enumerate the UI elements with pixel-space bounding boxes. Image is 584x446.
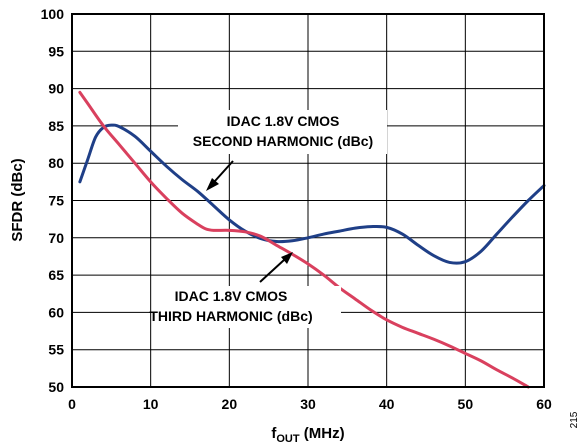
y-tick-label: 85 — [48, 118, 64, 134]
arrow-third-shaft — [259, 259, 285, 283]
y-tick-label: 90 — [48, 81, 64, 97]
x-axis-title-subscript: OUT — [276, 433, 300, 445]
y-tick-label: 75 — [48, 193, 64, 209]
arrow-second-shaft — [214, 160, 234, 182]
series-lines — [78, 90, 546, 389]
x-axis-title-unit: (MHz) — [300, 425, 345, 442]
y-tick-label: 80 — [48, 155, 64, 171]
x-tick-label: 10 — [143, 396, 159, 412]
x-axis-title: fOUT (MHz) — [271, 425, 344, 445]
annotation-second-background — [178, 110, 387, 154]
y-axis-title: SFDR (dBc) — [9, 158, 26, 241]
grid-lines — [71, 13, 545, 388]
annotation-third-line2: THIRD HARMONIC (dBc) — [149, 308, 312, 324]
tick-labels: 0 10 20 30 40 50 60 50 55 60 65 70 75 80 85 90 95 100 — [41, 6, 552, 412]
annotation-second-line1: IDAC 1.8V CMOS — [227, 113, 340, 129]
plot-frame — [71, 13, 545, 388]
y-tick-label: 60 — [48, 304, 64, 320]
y-tick-label: 70 — [48, 230, 64, 246]
x-tick-label: 40 — [379, 396, 395, 412]
figure-side-note: 215 — [569, 411, 580, 428]
x-axis-title-main: f — [271, 425, 277, 442]
arrow-second-head — [206, 178, 219, 191]
x-tick-label: 0 — [68, 396, 76, 412]
annotation-second-harmonic: IDAC 1.8V CMOS SECOND HARMONIC (dBc) — [178, 110, 387, 154]
annotation-second-line2: SECOND HARMONIC (dBc) — [193, 133, 373, 149]
y-tick-label: 50 — [48, 379, 64, 395]
series-second-harmonic-line — [78, 123, 546, 265]
annotation-arrows — [206, 160, 293, 283]
x-tick-label: 60 — [536, 396, 552, 412]
series-third-harmonic-line — [78, 90, 530, 389]
arrow-third-head — [281, 252, 293, 264]
y-tick-label: 100 — [41, 6, 65, 22]
y-tick-label: 55 — [48, 342, 64, 358]
y-tick-label: 95 — [48, 43, 64, 59]
x-tick-label: 30 — [300, 396, 316, 412]
x-tick-label: 50 — [458, 396, 474, 412]
annotation-third-line1: IDAC 1.8V CMOS — [175, 288, 288, 304]
y-tick-label: 65 — [48, 267, 64, 283]
annotation-third-background — [155, 286, 341, 328]
x-tick-label: 20 — [222, 396, 238, 412]
annotation-third-harmonic: IDAC 1.8V CMOS THIRD HARMONIC (dBc) — [149, 286, 341, 328]
